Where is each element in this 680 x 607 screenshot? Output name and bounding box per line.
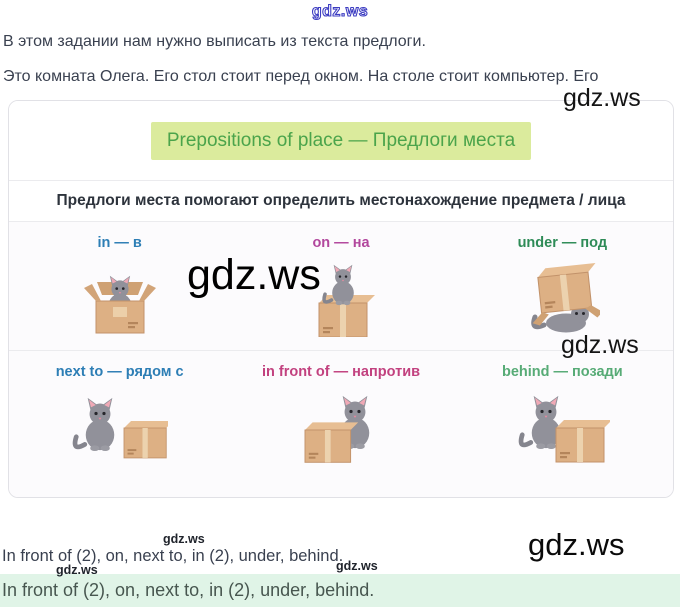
watermark-small-1: gdz.ws bbox=[163, 532, 205, 546]
cell-under: under — под bbox=[452, 222, 673, 350]
answer-final-line: In front of (2), on, next to, in (2), un… bbox=[2, 580, 375, 600]
source-text-line: Это комната Олега. Его стол стоит перед … bbox=[3, 68, 599, 85]
watermark-top: gdz.ws bbox=[311, 2, 369, 20]
card-title: Prepositions of place — Предлоги места bbox=[150, 121, 532, 160]
cat-in-box-illustration bbox=[83, 273, 156, 334]
label-under: under — под bbox=[517, 235, 608, 251]
label-in: in — в bbox=[97, 235, 142, 251]
watermark-small-3: gdz.ws bbox=[336, 559, 378, 573]
watermark-center: gdz.ws bbox=[187, 251, 321, 299]
box-in-front-of-cat-illustration bbox=[304, 386, 389, 463]
watermark-small-2: gdz.ws bbox=[56, 563, 98, 577]
grid-row-1: in — в on — на bbox=[9, 222, 673, 351]
watermark-mid-right: gdz.ws bbox=[561, 331, 639, 359]
cell-in-front-of: in front of — напротив bbox=[230, 351, 451, 497]
cell-next-to: next to — рядом с bbox=[9, 351, 230, 497]
grid-row-2: next to — рядом с in front of — напротив… bbox=[9, 351, 673, 497]
card-subtitle: Предлоги места помогают определить место… bbox=[56, 192, 626, 209]
answer-draft-line: In front of (2), on, next to, in (2), un… bbox=[2, 547, 344, 565]
cell-in: in — в bbox=[9, 222, 230, 350]
label-in-front-of: in front of — напротив bbox=[261, 364, 421, 380]
label-on: on — на bbox=[312, 235, 370, 251]
cat-behind-box-illustration bbox=[514, 386, 611, 463]
label-behind: behind — позади bbox=[501, 364, 623, 380]
cell-behind: behind — позади bbox=[452, 351, 673, 497]
card-subtitle-row: Предлоги места помогают определить место… bbox=[9, 181, 673, 222]
prepositions-grid: in — в on — на bbox=[9, 222, 673, 497]
answer-highlight-bar: In front of (2), on, next to, in (2), un… bbox=[0, 574, 680, 607]
prepositions-card: Prepositions of place — Предлоги места П… bbox=[8, 100, 674, 498]
task-description: В этом задании нам нужно выписать из тек… bbox=[3, 33, 426, 50]
cat-under-box-illustration bbox=[531, 262, 601, 333]
cat-next-to-box-illustration bbox=[72, 386, 168, 459]
watermark-top-right: gdz.ws bbox=[563, 84, 641, 112]
card-header: Prepositions of place — Предлоги места bbox=[9, 101, 673, 181]
label-next-to: next to — рядом с bbox=[55, 364, 184, 380]
cell-on: on — на bbox=[230, 222, 451, 350]
watermark-bottom-right: gdz.ws bbox=[528, 527, 625, 562]
